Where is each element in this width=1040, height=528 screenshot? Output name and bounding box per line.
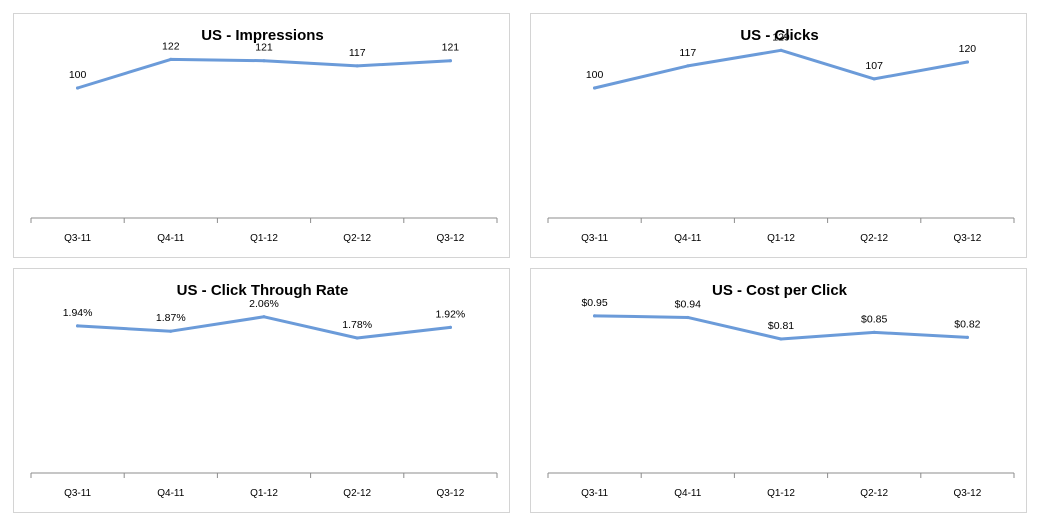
data-label: 1.87% — [156, 312, 186, 324]
data-point — [686, 315, 690, 320]
x-tick-label: Q1-12 — [250, 233, 278, 244]
data-point — [872, 330, 876, 334]
data-point — [169, 57, 173, 62]
data-point — [262, 315, 266, 319]
data-point — [76, 86, 80, 90]
data-label: 117 — [349, 47, 366, 59]
data-label: 107 — [865, 60, 883, 72]
x-tick-label: Q1-12 — [250, 488, 278, 499]
x-tick-label: Q3-11 — [64, 233, 91, 244]
data-point — [448, 59, 452, 63]
data-label: $0.95 — [581, 297, 607, 309]
x-tick-label: Q1-12 — [767, 233, 795, 244]
x-tick-label: Q4-11 — [157, 233, 184, 244]
data-label: 120 — [959, 43, 977, 55]
cpc-chart: US - Cost per Click Q3-11 Q4-11 Q1-12 Q2-12 Q… — [547, 282, 1015, 499]
data-point — [686, 64, 690, 68]
cpc-chart-panel: US - Cost per Click Q3-11 Q4-11 Q1-12 Q2-12 Q… — [530, 268, 1027, 513]
x-tick-label: Q3-12 — [437, 233, 465, 244]
data-point — [872, 77, 876, 81]
x-tick-label: Q4-11 — [674, 488, 701, 499]
series-line — [76, 57, 452, 90]
clicks-chart: US - Clicks Q3-11 Q4-11 Q1-12 Q2-12 Q3-12 100 1… — [547, 27, 1015, 244]
data-label: 121 — [442, 42, 460, 54]
data-label: 100 — [69, 69, 87, 81]
data-label: 117 — [679, 47, 696, 59]
x-tick-label: Q4-11 — [157, 488, 184, 499]
x-tick-label: Q3-11 — [581, 488, 608, 499]
data-label: 129 — [772, 31, 790, 43]
data-point — [965, 335, 969, 339]
data-point — [779, 337, 783, 341]
data-label: $0.94 — [675, 298, 701, 310]
data-point — [965, 60, 969, 64]
data-point — [593, 314, 597, 318]
x-tick-label: Q2-12 — [343, 233, 371, 244]
chart-title: US - Clicks — [740, 27, 818, 44]
data-point — [355, 336, 359, 340]
x-tick-label: Q2-12 — [343, 488, 371, 499]
data-label: 121 — [255, 42, 273, 54]
data-point — [448, 325, 452, 329]
data-label: 1.92% — [436, 308, 466, 320]
x-tick-label: Q3-12 — [437, 488, 465, 499]
data-point — [76, 324, 80, 328]
data-label: 100 — [586, 69, 604, 81]
impressions-chart-panel: US - Impressions Q3-11 Q4-11 Q1-12 Q2-12 Q3-1… — [13, 13, 510, 258]
data-point — [355, 64, 359, 68]
data-point — [779, 48, 783, 52]
data-label: 1.78% — [342, 319, 372, 331]
series-line — [593, 48, 969, 90]
data-label: $0.85 — [861, 313, 887, 325]
x-tick-label: Q1-12 — [767, 488, 795, 499]
data-label: $0.82 — [954, 318, 980, 330]
chart-title: US - Cost per Click — [712, 282, 848, 299]
x-tick-label: Q4-11 — [674, 233, 701, 244]
series-line — [76, 315, 452, 340]
data-label: 122 — [162, 40, 180, 52]
data-point — [593, 86, 597, 90]
x-tick-label: Q3-12 — [954, 233, 982, 244]
data-label: 2.06% — [249, 298, 279, 310]
data-label: 1.94% — [63, 307, 93, 319]
impressions-chart: US - Impressions Q3-11 Q4-11 Q1-12 Q2-12 Q3-1… — [30, 27, 498, 244]
clicks-chart-panel: US - Clicks Q3-11 Q4-11 Q1-12 Q2-12 Q3-12 100 1… — [530, 13, 1027, 258]
x-tick-label: Q3-11 — [64, 488, 91, 499]
x-tick-label: Q3-11 — [581, 233, 608, 244]
ctr-chart: US - Click Through Rate Q3-11 Q4-11 Q1-12 Q2… — [30, 282, 498, 499]
x-tick-label: Q3-12 — [954, 488, 982, 499]
data-point — [169, 329, 173, 333]
data-point — [262, 59, 266, 63]
x-tick-label: Q2-12 — [860, 233, 888, 244]
ctr-chart-panel: US - Click Through Rate Q3-11 Q4-11 Q1-12 Q2… — [13, 268, 510, 513]
chart-title: US - Impressions — [201, 27, 324, 44]
x-tick-label: Q2-12 — [860, 488, 888, 499]
data-label: $0.81 — [768, 320, 794, 332]
chart-title: US - Click Through Rate — [177, 282, 349, 299]
